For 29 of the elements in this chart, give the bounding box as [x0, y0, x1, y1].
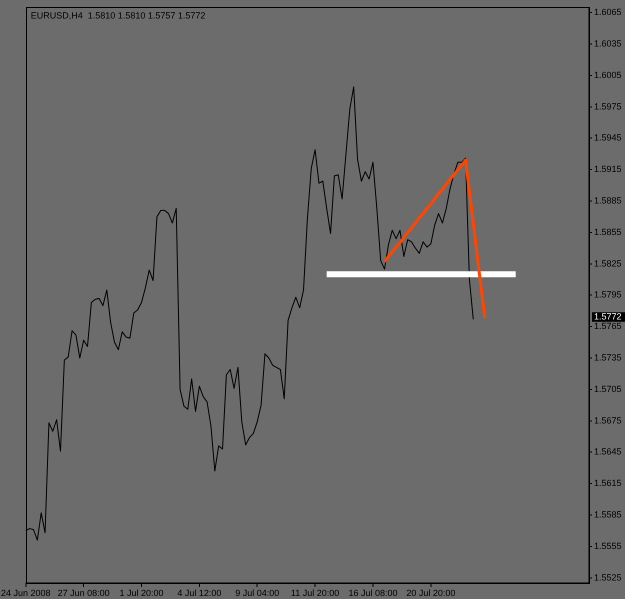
x-tick-label: 24 Jun 2008: [1, 588, 51, 598]
y-tick-label: 1.5855: [594, 226, 622, 237]
y-tick-label: 1.6005: [594, 70, 622, 80]
y-tick-label: 1.5645: [594, 446, 622, 457]
y-tick-label: 1.6035: [594, 38, 622, 49]
y-tick-label: 1.5705: [594, 384, 622, 394]
x-tick-label: 11 Jul 20:00: [290, 588, 340, 598]
x-tick-label: 20 Jul 20:00: [406, 588, 456, 598]
x-tick-label: 1 Jul 20:00: [119, 588, 164, 598]
y-tick-label: 1.5885: [594, 195, 622, 206]
y-tick-label: 1.5585: [594, 509, 622, 520]
chart-title: EURUSD,H4 1.5810 1.5810 1.5757 1.5772: [30, 10, 206, 20]
y-tick-label: 1.6065: [594, 7, 622, 18]
text: 1.5772: [594, 312, 622, 322]
y-tick-label: 1.5765: [594, 321, 622, 332]
y-tick-label: 1.5525: [594, 572, 622, 582]
y-tick-label: 1.5945: [594, 132, 622, 143]
x-tick-label: 4 Jul 12:00: [177, 588, 222, 598]
x-tick-label: 9 Jul 04:00: [235, 588, 280, 598]
y-tick-label: 1.5825: [594, 258, 622, 268]
y-tick-label: 1.5795: [594, 290, 622, 300]
y-tick-label: 1.5615: [594, 478, 622, 488]
x-tick-label: 16 Jul 08:00: [348, 588, 398, 598]
y-tick-label: 1.5675: [594, 415, 622, 426]
y-tick-label: 1.5975: [594, 101, 622, 112]
x-tick-label: 27 Jun 08:00: [58, 588, 110, 598]
y-tick-label: 1.5915: [594, 164, 622, 174]
y-tick-label: 1.5555: [594, 540, 622, 551]
y-tick-label: 1.5735: [594, 352, 622, 362]
